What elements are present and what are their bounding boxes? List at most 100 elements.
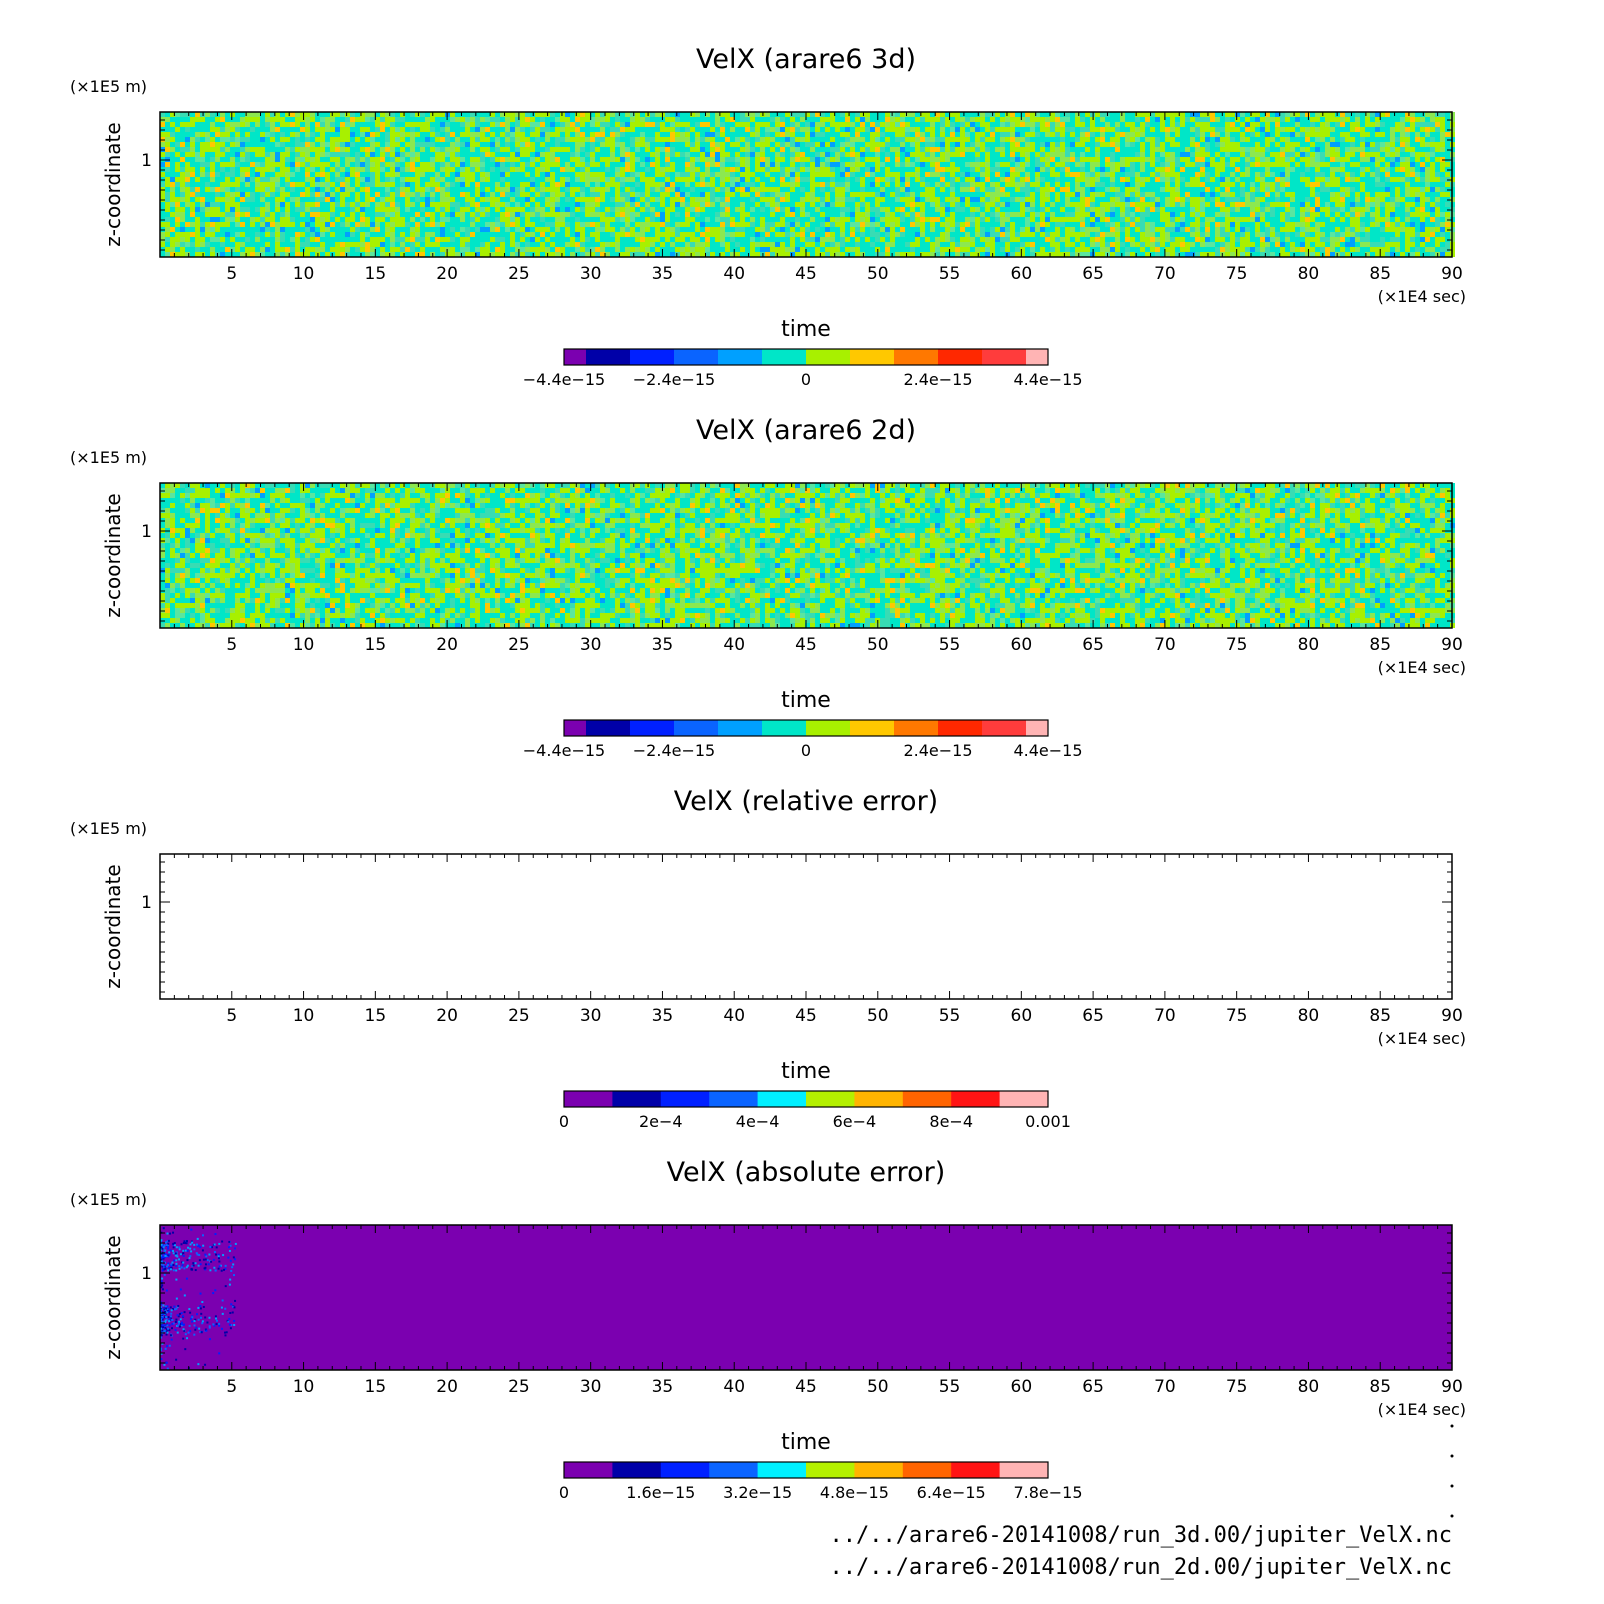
- x-tick-label: 15: [365, 1006, 387, 1026]
- colorbar-label: 7.8e−15: [1013, 1483, 1082, 1502]
- x-tick-label: 50: [867, 1377, 889, 1397]
- x-tick-label: 20: [436, 1377, 458, 1397]
- colorbar-label: 4.8e−15: [820, 1483, 889, 1502]
- marker-dot: [1450, 1454, 1454, 1458]
- x-tick-label: 90: [1441, 1006, 1463, 1026]
- colorbar-label: 4.4e−15: [1013, 370, 1082, 389]
- colorbar-swatch: [854, 1462, 904, 1478]
- colorbar-swatch: [850, 349, 895, 365]
- x-tick-label: 65: [1082, 1006, 1104, 1026]
- panel-3: VelX (relative error) (×1E5 m) z-coordinat…: [70, 786, 1466, 1131]
- y-tick-label: 1: [141, 1264, 152, 1284]
- x-tick-label: 35: [652, 1377, 674, 1397]
- x-tick-label: 60: [1011, 264, 1033, 284]
- x-tick-label: 45: [795, 1006, 817, 1026]
- x-unit-label: (×1E4 sec): [1378, 658, 1466, 677]
- colorbar-label: 0: [801, 370, 811, 389]
- colorbar-swatch: [999, 1091, 1049, 1107]
- x-tick-label: 80: [1298, 1377, 1320, 1397]
- x-tick-label: 70: [1154, 264, 1176, 284]
- y-unit-label: (×1E5 m): [70, 448, 147, 467]
- colorbar-swatch: [999, 1462, 1049, 1478]
- x-tick-label: 75: [1226, 635, 1248, 655]
- colorbar-swatch: [564, 720, 587, 736]
- colorbar-swatch: [674, 349, 719, 365]
- x-tick-label: 40: [723, 264, 745, 284]
- y-axis-label: z-coordinate: [101, 1235, 125, 1359]
- colorbar-swatch: [586, 720, 631, 736]
- colorbar-swatch: [1026, 720, 1049, 736]
- colorbar-swatch: [674, 720, 719, 736]
- colorbar: −4.4e−15 −2.4e−15 0 2.4e−15 4.4e−15: [523, 719, 1083, 760]
- x-tick-label: 65: [1082, 1377, 1104, 1397]
- colorbar-label: 2.4e−15: [903, 370, 972, 389]
- colorbar-label: 3.2e−15: [723, 1483, 792, 1502]
- colorbar-swatch: [660, 1091, 710, 1107]
- colorbar: −4.4e−15 −2.4e−15 0 2.4e−15 4.4e−15: [523, 348, 1083, 389]
- colorbar-swatch: [806, 720, 851, 736]
- x-tick-label: 60: [1011, 1377, 1033, 1397]
- x-tick-label: 65: [1082, 635, 1104, 655]
- x-tick-label: 15: [365, 1377, 387, 1397]
- x-tick-label: 30: [580, 1006, 602, 1026]
- x-tick-label: 5: [226, 264, 237, 284]
- x-tick-label: 50: [867, 1006, 889, 1026]
- marker-dot: [1450, 1514, 1454, 1518]
- x-tick-label: 55: [939, 264, 961, 284]
- x-tick-label: 80: [1298, 635, 1320, 655]
- x-unit-label: (×1E4 sec): [1378, 1029, 1466, 1048]
- x-tick-label: 85: [1369, 635, 1391, 655]
- x-axis-label: time: [781, 688, 831, 713]
- colorbar-swatch: [938, 349, 983, 365]
- x-tick-label: 45: [795, 635, 817, 655]
- x-tick-label: 40: [723, 635, 745, 655]
- y-tick-label: 1: [141, 893, 152, 913]
- colorbar-swatch: [564, 1091, 613, 1107]
- footer-file-2d: ../../arare6-20141008/run_2d.00/jupiter_…: [829, 1555, 1452, 1580]
- x-tick-label: 35: [652, 1006, 674, 1026]
- x-tick-label: 25: [508, 1377, 530, 1397]
- heatmap-field: [160, 483, 1455, 628]
- colorbar-swatch: [630, 349, 675, 365]
- x-tick-label: 5: [226, 635, 237, 655]
- colorbar-label: 1.6e−15: [626, 1483, 695, 1502]
- panel-title: VelX (relative error): [674, 786, 938, 817]
- colorbar-label: 0: [559, 1483, 569, 1502]
- x-tick-label: 60: [1011, 1006, 1033, 1026]
- x-tick-label: 90: [1441, 635, 1463, 655]
- colorbar-label: 4e−4: [736, 1112, 780, 1131]
- x-tick-label: 55: [939, 1377, 961, 1397]
- colorbar-swatch: [806, 1462, 855, 1478]
- colorbar-label: −2.4e−15: [633, 741, 715, 760]
- x-tick-label: 45: [795, 264, 817, 284]
- panel-title: VelX (arare6 2d): [696, 415, 916, 446]
- colorbar-swatch: [902, 1462, 952, 1478]
- x-tick-label: 80: [1298, 264, 1320, 284]
- colorbar-label: 0.001: [1025, 1112, 1071, 1131]
- x-tick-label: 35: [652, 635, 674, 655]
- x-tick-label: 50: [867, 635, 889, 655]
- colorbar-swatch: [709, 1091, 759, 1107]
- x-tick-label: 85: [1369, 1377, 1391, 1397]
- x-tick-label: 80: [1298, 1006, 1320, 1026]
- panel-4: VelX (absolute error) (×1E5 m) z-coordinat…: [70, 1157, 1466, 1502]
- y-axis-label: z-coordinate: [101, 864, 125, 988]
- x-tick-label: 85: [1369, 264, 1391, 284]
- heatmap-field: [160, 112, 1455, 257]
- colorbar-label: 4.4e−15: [1013, 741, 1082, 760]
- colorbar-swatch: [951, 1462, 1001, 1478]
- colorbar-swatch: [982, 720, 1027, 736]
- colorbar-swatch: [630, 720, 675, 736]
- x-axis-label: time: [781, 317, 831, 342]
- marker-dot: [1450, 1424, 1454, 1428]
- x-tick-label: 5: [226, 1377, 237, 1397]
- colorbar-swatch: [1026, 349, 1049, 365]
- colorbar-swatch: [894, 720, 939, 736]
- x-tick-label: 25: [508, 264, 530, 284]
- x-tick-label: 75: [1226, 1006, 1248, 1026]
- x-tick-label: 10: [293, 264, 315, 284]
- colorbar-swatch: [951, 1091, 1001, 1107]
- x-tick-label: 20: [436, 635, 458, 655]
